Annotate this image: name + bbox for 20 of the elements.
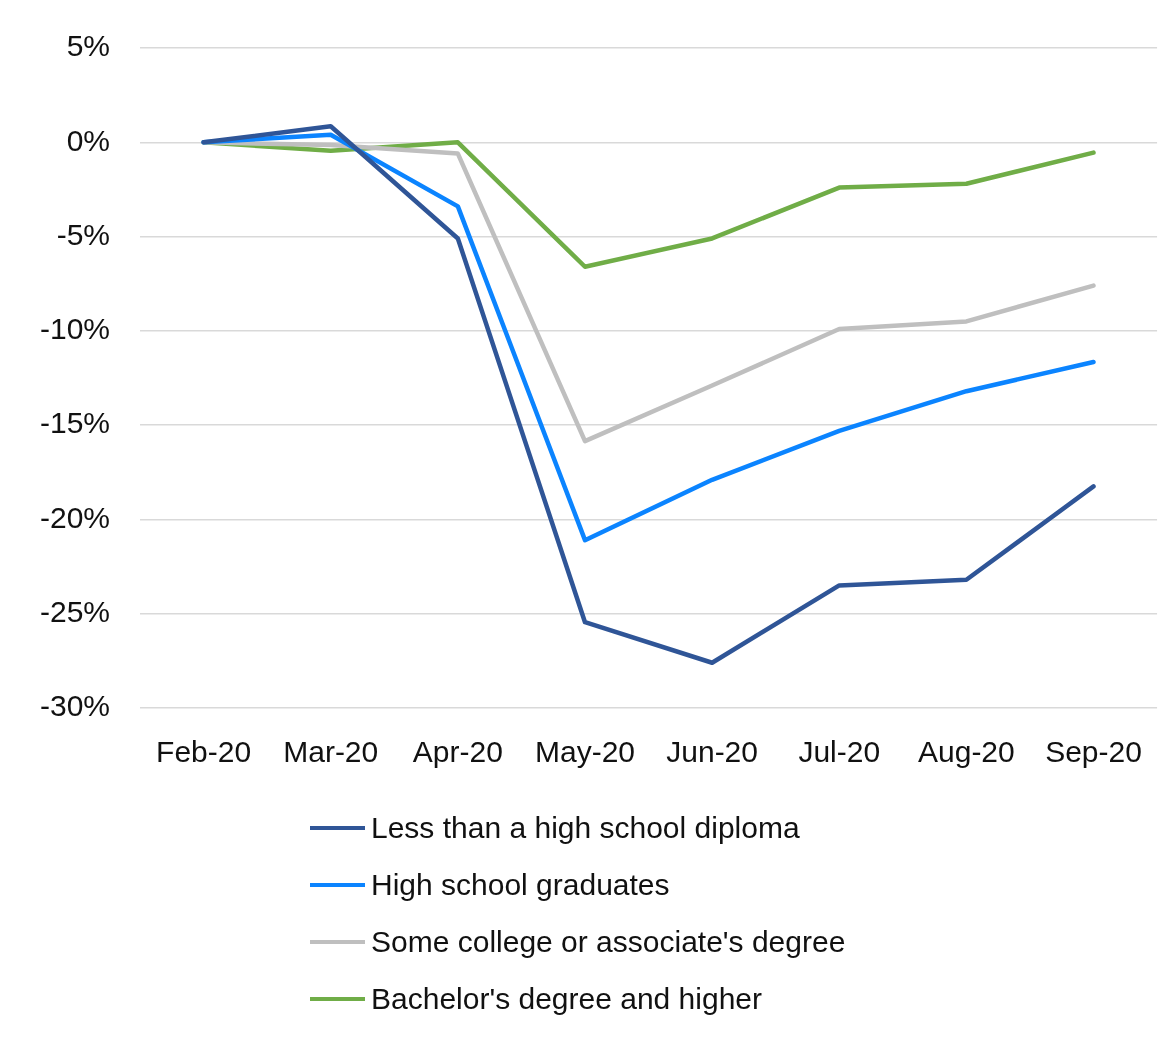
x-tick-label: Aug-20 xyxy=(918,735,1015,769)
x-tick-label: Sep-20 xyxy=(1045,735,1142,769)
y-tick-label: 5% xyxy=(66,29,111,63)
x-tick-label: May-20 xyxy=(534,735,636,769)
y-tick-label: -5% xyxy=(56,217,111,251)
y-tick-label: -25% xyxy=(39,594,111,628)
y-tick-label: -30% xyxy=(39,689,111,723)
legend-label: Bachelor's degree and higher xyxy=(371,982,762,1016)
y-tick-label: -10% xyxy=(39,312,111,346)
x-tick-label: Jun-20 xyxy=(666,735,758,769)
y-tick-label: -20% xyxy=(39,500,111,534)
y-tick-label: 0% xyxy=(66,123,111,157)
x-tick-label: Feb-20 xyxy=(156,735,252,769)
x-tick-label: Jul-20 xyxy=(798,735,881,769)
legend-label: High school graduates xyxy=(371,868,670,902)
legend-label: Less than a high school diploma xyxy=(371,811,800,845)
x-tick-label: Apr-20 xyxy=(412,735,503,769)
y-tick-label: -15% xyxy=(39,406,111,440)
legend-label: Some college or associate's degree xyxy=(371,925,846,959)
x-tick-label: Mar-20 xyxy=(283,735,379,769)
